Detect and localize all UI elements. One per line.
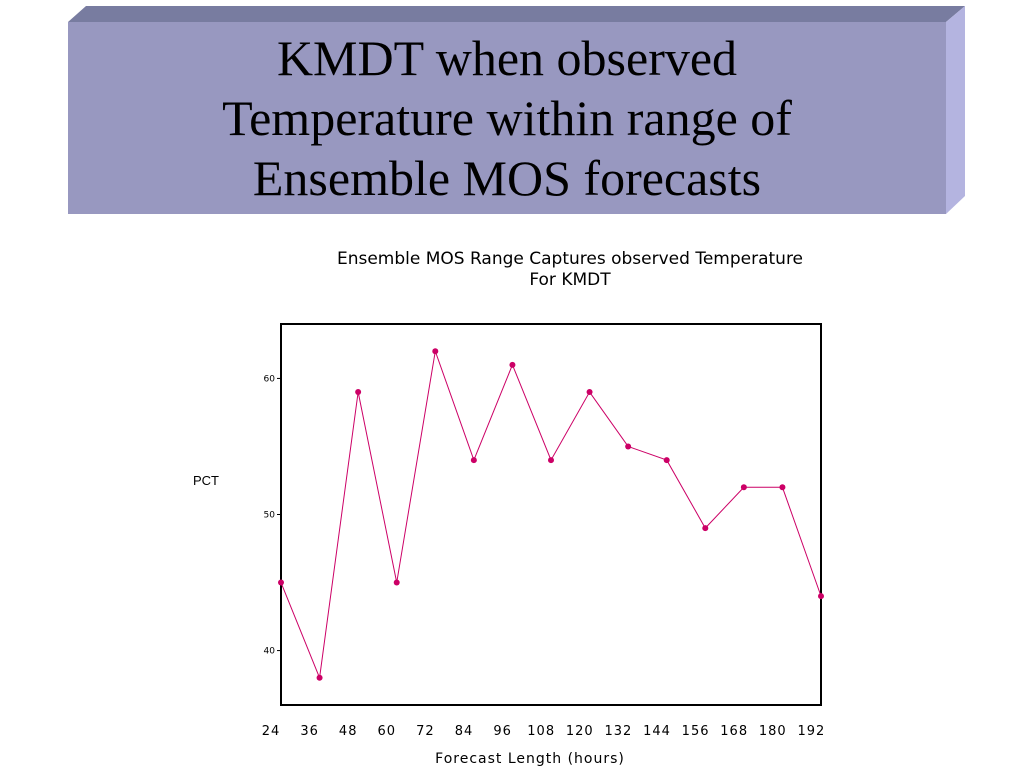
x-tick-label: 132 (604, 724, 632, 739)
banner-side-bevel (946, 6, 965, 214)
chart-title-line-2: For KMDT (529, 270, 611, 290)
x-tick-label: 96 (493, 724, 512, 739)
data-point (663, 457, 670, 464)
x-tick-label: 156 (682, 724, 710, 739)
y-axis-label: PCT (193, 473, 219, 488)
data-point (702, 525, 709, 532)
plot-frame (280, 323, 822, 706)
x-tick-label: 108 (527, 724, 555, 739)
banner-top-bevel (68, 6, 965, 22)
data-point (509, 361, 516, 368)
data-point (278, 579, 284, 586)
y-tick-label: 50 (264, 511, 276, 521)
x-tick-label: 72 (416, 724, 435, 739)
data-point (548, 457, 554, 464)
x-tick-label: 24 (262, 724, 281, 739)
x-tick-label: 192 (797, 724, 825, 739)
data-point (740, 484, 747, 491)
x-tick-label: 60 (378, 724, 397, 739)
data-point (625, 443, 632, 450)
x-tick-label: 144 (643, 724, 671, 739)
slide-title: KMDT when observed Temperature within ra… (68, 22, 946, 214)
title-banner (68, 6, 965, 214)
data-point (393, 579, 400, 586)
y-tick-label: 40 (264, 647, 276, 657)
line-chart: 40 50 60 24 36 48 60 72 84 96 108 120 132 144 156 168 18… (262, 323, 825, 739)
data-point (432, 348, 439, 355)
slide-title-line-2: Temperature within range of (222, 90, 792, 146)
x-tick-label: 48 (339, 724, 358, 739)
y-tick-label: 60 (264, 374, 276, 384)
chart-title-line-1: Ensemble MOS Range Captures observed Tem… (336, 249, 804, 269)
x-axis-label: Forecast Length (hours) (435, 751, 625, 767)
data-point (818, 593, 824, 600)
x-tick-label: 84 (455, 724, 474, 739)
data-point (779, 484, 786, 491)
x-tick-label: 168 (720, 724, 748, 739)
x-tick-label: 36 (300, 724, 319, 739)
banner-face (68, 22, 946, 214)
data-point (470, 457, 477, 464)
slide-title-line-3: Ensemble MOS forecasts (252, 150, 762, 206)
data-point (355, 389, 362, 396)
data-point (586, 389, 593, 396)
slide-title-line-1: KMDT when observed (276, 30, 738, 86)
x-tick-label: 180 (759, 724, 787, 739)
x-tick-label: 120 (566, 724, 594, 739)
data-point (316, 674, 323, 681)
